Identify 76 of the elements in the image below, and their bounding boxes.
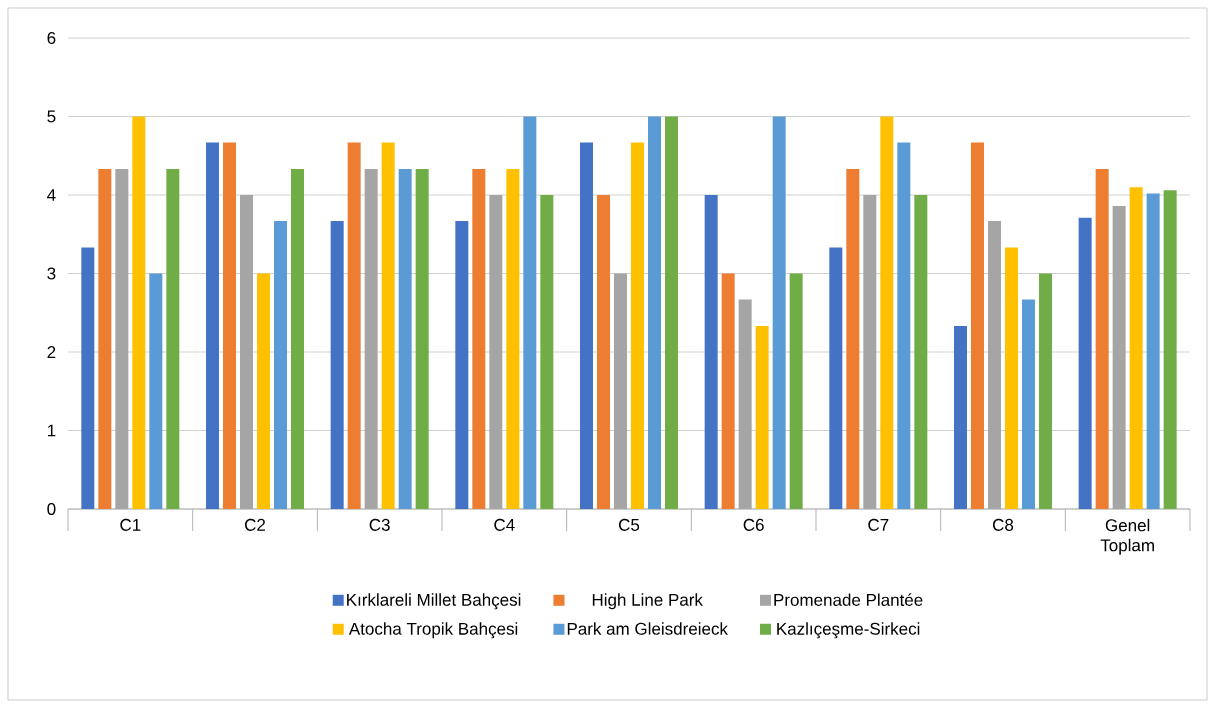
bar (738, 299, 752, 509)
bar (631, 142, 644, 509)
y-tick-label: 0 (47, 502, 56, 516)
bar (755, 326, 769, 509)
bar (1038, 273, 1052, 509)
bar (540, 194, 554, 509)
bar (381, 142, 395, 509)
bar (257, 273, 271, 509)
y-tick-label: 4 (47, 189, 56, 201)
bar (704, 194, 718, 509)
legend-label: Promenade Plantée (774, 593, 923, 606)
legend-label: Kırklareli Millet Bahçesi (347, 593, 521, 610)
bar (1129, 187, 1143, 509)
y-tick-label: 6 (47, 31, 56, 45)
bar (398, 169, 412, 509)
bar (987, 220, 1001, 509)
bar (846, 169, 860, 509)
bar (665, 116, 678, 509)
bar (223, 142, 237, 509)
legend-label: High Line Park (592, 593, 703, 610)
bar (81, 247, 95, 509)
bar (829, 247, 843, 509)
y-tick-label: 2 (47, 346, 56, 358)
x-tick-label: C5 (618, 518, 640, 531)
bar (1021, 299, 1035, 509)
x-tick-label: C1 (120, 518, 141, 531)
legend-label: Kazlıçeşme-Sirkeci (777, 622, 920, 639)
bar (1004, 247, 1018, 509)
y-tick-label: 3 (47, 267, 56, 280)
x-tick-label: C3 (369, 518, 390, 531)
bar (455, 220, 469, 509)
bar (772, 116, 786, 509)
bar (1163, 190, 1177, 509)
bar (1095, 169, 1109, 509)
bar (330, 220, 344, 509)
bar (1078, 217, 1092, 509)
bar (614, 273, 627, 509)
bar (580, 142, 593, 509)
legend-label: Park am Gleisdreieck (567, 622, 728, 635)
bar (291, 169, 305, 509)
x-tick-label: Genel Toplam (1100, 518, 1154, 555)
bar (274, 220, 288, 509)
bar (98, 169, 112, 509)
bar (240, 194, 254, 509)
bar (914, 194, 928, 509)
bar (149, 273, 163, 509)
x-tick-label: C4 (494, 518, 515, 531)
bar (415, 169, 429, 509)
bar (132, 116, 146, 509)
bar (897, 142, 911, 509)
legend-label: Atocha Tropik Bahçesi (348, 622, 518, 639)
bar (364, 169, 378, 509)
x-tick-label: C7 (868, 518, 889, 531)
bar (970, 142, 984, 509)
bar (880, 116, 894, 509)
bar (506, 169, 520, 509)
bar (789, 273, 803, 509)
bar (721, 273, 735, 509)
bar (863, 194, 877, 509)
x-tick-label: C6 (743, 518, 764, 531)
bar (115, 169, 129, 509)
bar (489, 194, 503, 509)
bar (648, 116, 661, 509)
x-tick-label: C2 (245, 518, 266, 531)
bar (347, 142, 361, 509)
x-tick-label: C8 (992, 518, 1014, 531)
bar (206, 142, 220, 509)
bar (166, 169, 180, 509)
bar (953, 326, 967, 509)
y-tick-label: 1 (47, 424, 56, 437)
bar (472, 169, 486, 509)
bar (523, 116, 537, 509)
bar (1146, 193, 1160, 509)
bar (597, 194, 610, 509)
y-tick-label: 5 (47, 110, 56, 123)
bar (1112, 205, 1126, 509)
